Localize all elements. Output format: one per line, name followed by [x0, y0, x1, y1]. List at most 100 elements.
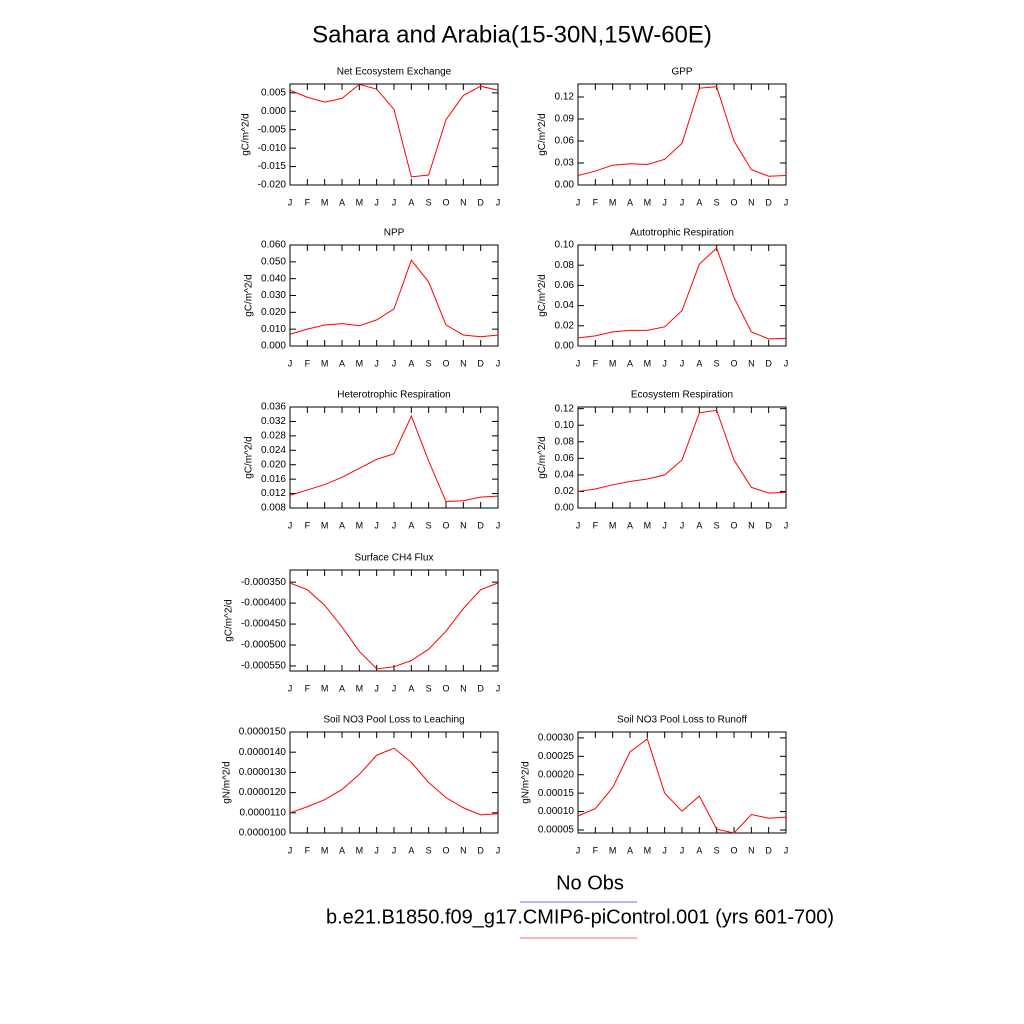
x-tick-label: O [730, 845, 737, 855]
x-tick-label: S [426, 358, 432, 368]
x-tick-label: M [356, 197, 364, 207]
x-tick-label: S [714, 358, 720, 368]
data-line [577, 738, 787, 834]
y-axis-label: gC/m^2/d [537, 274, 548, 317]
x-tick-label: J [288, 197, 293, 207]
data-line [289, 582, 499, 670]
x-tick-label: M [356, 845, 364, 855]
x-tick-label: J [288, 845, 293, 855]
legend-label: b.e21.B1850.f09_g17.CMIP6-piControl.001 … [326, 906, 834, 928]
x-tick-label: A [696, 845, 702, 855]
x-tick-label: J [374, 845, 379, 855]
y-tick-label: 0.00010 [538, 806, 575, 817]
y-tick-label: 0.10 [555, 420, 575, 431]
x-tick-label: J [288, 358, 293, 368]
x-tick-label: J [576, 845, 581, 855]
x-tick-label: A [339, 197, 345, 207]
x-tick-label: J [576, 358, 581, 368]
data-line [289, 259, 499, 338]
x-tick-label: M [321, 520, 329, 530]
y-tick-label: 0.0000120 [239, 787, 287, 798]
data-line [289, 747, 499, 816]
legend-label: No Obs [556, 872, 624, 894]
x-tick-label: O [442, 520, 449, 530]
x-tick-label: J [576, 520, 581, 530]
plot-frame [577, 83, 787, 186]
x-tick-label: J [784, 197, 789, 207]
x-tick-label: S [426, 520, 432, 530]
y-axis-label: gC/m^2/d [537, 113, 548, 156]
x-tick-label: J [288, 683, 293, 693]
x-tick-label: F [593, 197, 599, 207]
x-tick-label: D [765, 197, 772, 207]
panel-title: Soil NO3 Pool Loss to Runoff [617, 715, 747, 726]
y-tick-label: 0.04 [555, 470, 575, 481]
x-tick-label: J [288, 520, 293, 530]
y-axis-label: gC/m^2/d [240, 113, 251, 156]
x-tick-label: J [662, 197, 667, 207]
x-tick-label: J [784, 845, 789, 855]
x-tick-label: J [374, 358, 379, 368]
y-tick-label: -0.020 [258, 180, 287, 191]
y-tick-label: 0.040 [261, 273, 286, 284]
y-tick-label: 0.03 [555, 158, 575, 169]
y-tick-label: 0.00 [555, 341, 575, 352]
y-tick-label: -0.000500 [241, 640, 286, 651]
x-tick-label: S [426, 197, 432, 207]
y-tick-label: 0.008 [261, 503, 286, 514]
x-tick-label: A [696, 358, 702, 368]
y-tick-label: 0.08 [555, 436, 575, 447]
plot-frame [289, 83, 499, 186]
plot-frame [289, 244, 499, 347]
y-tick-label: 0.030 [261, 290, 286, 301]
y-tick-label: 0.0000110 [239, 807, 286, 818]
y-tick-label: 0.0000150 [239, 727, 287, 738]
y-tick-label: 0.02 [555, 320, 575, 331]
y-tick-label: -0.000550 [241, 661, 286, 672]
panel-title: Heterotrophic Respiration [337, 390, 450, 401]
x-tick-label: M [609, 358, 617, 368]
y-tick-label: 0.005 [261, 87, 286, 98]
plot-frame [577, 731, 787, 834]
x-tick-label: F [593, 520, 599, 530]
x-tick-label: J [496, 520, 501, 530]
x-tick-label: N [748, 845, 755, 855]
y-tick-label: 0.10 [555, 240, 575, 251]
y-tick-label: 0.020 [261, 459, 286, 470]
y-tick-label: 0.00020 [538, 769, 575, 780]
y-tick-label: 0.00 [555, 180, 575, 191]
x-tick-label: D [477, 520, 484, 530]
y-tick-label: 0.060 [261, 240, 286, 251]
panel: Surface CH4 Flux -0.000350 -0.000400 -0.000… [224, 553, 501, 694]
panel-title: Soil NO3 Pool Loss to Leaching [323, 715, 464, 726]
plot-frame [289, 406, 499, 509]
y-tick-label: -0.000350 [241, 577, 286, 588]
x-tick-label: D [477, 197, 484, 207]
data-line [577, 247, 787, 340]
panel-title: NPP [384, 228, 405, 239]
x-tick-label: J [496, 197, 501, 207]
x-tick-label: J [496, 845, 501, 855]
x-tick-label: J [784, 520, 789, 530]
x-tick-label: M [321, 845, 329, 855]
x-tick-label: J [392, 197, 397, 207]
plot-frame [289, 569, 499, 672]
x-tick-label: A [408, 197, 414, 207]
y-tick-label: 0.00015 [538, 788, 575, 799]
x-tick-label: D [477, 683, 484, 693]
x-tick-label: S [426, 845, 432, 855]
x-tick-label: M [321, 197, 329, 207]
data-line [577, 86, 787, 177]
y-tick-label: 0.0000140 [239, 747, 287, 758]
x-tick-label: N [748, 520, 755, 530]
x-tick-label: O [442, 845, 449, 855]
x-tick-label: D [477, 845, 484, 855]
x-tick-label: A [627, 358, 633, 368]
x-tick-label: M [356, 683, 364, 693]
y-tick-label: 0.032 [261, 416, 286, 427]
x-tick-label: J [680, 358, 685, 368]
y-tick-label: -0.015 [258, 161, 287, 172]
x-tick-label: A [408, 358, 414, 368]
x-tick-label: A [339, 520, 345, 530]
y-tick-label: 0.06 [555, 136, 575, 147]
